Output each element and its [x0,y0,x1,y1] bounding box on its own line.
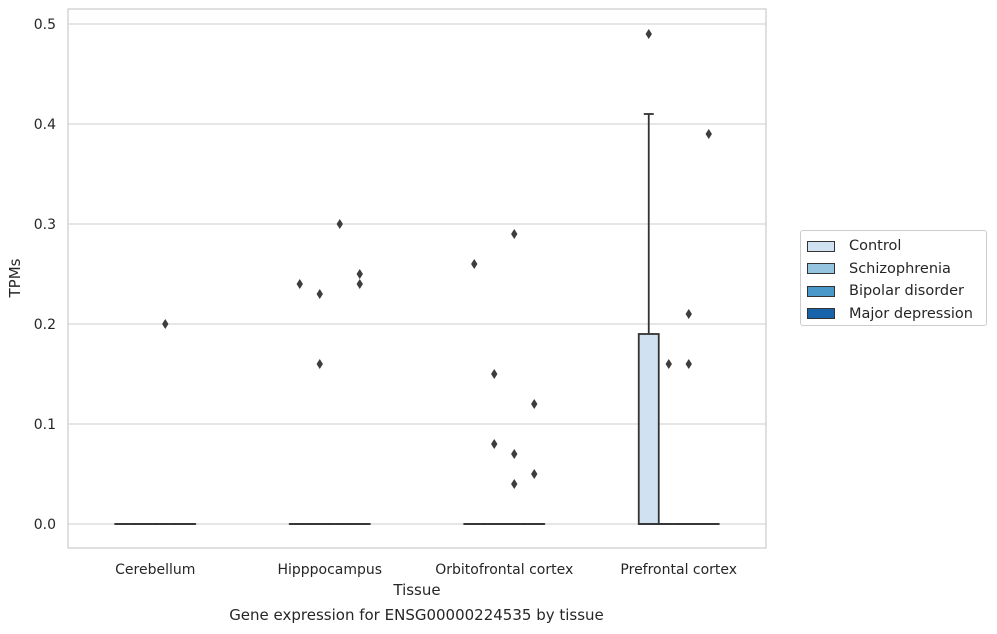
outlier-point [356,269,363,279]
x-axis-title: Tissue [392,581,440,599]
y-axis-title: TPMs [6,258,24,298]
outlier-point [511,449,518,459]
outlier-point [685,309,692,319]
outlier-point [511,479,518,489]
y-tick-label: 0.3 [34,217,56,233]
y-tick-label: 0.0 [34,517,56,533]
outlier-point [296,279,303,289]
outlier-point [491,439,498,449]
y-tick-label: 0.4 [34,117,56,133]
outlier-point [665,359,672,369]
legend-item: Schizophrenia [807,258,986,281]
legend-swatch [807,240,835,252]
outlier-point [531,399,538,409]
x-tick-label: Orbitofrontal cortex [435,562,573,578]
outlier-point [705,129,712,139]
outliers [162,29,712,489]
legend: Control Schizophrenia Bipolar disorder Majo… [800,230,987,326]
box-control [637,333,660,525]
x-tick-label: Hipppocampus [277,562,382,578]
legend-item: Control [807,235,986,258]
outlier-point [471,259,478,269]
x-tick-labels: Cerebellum Hipppocampus Orbitofrontal cort… [115,562,737,578]
y-tick-label: 0.2 [34,317,56,333]
x-tick-label: Prefrontal cortex [620,562,737,578]
outlier-point [645,29,652,39]
outlier-point [316,359,323,369]
legend-item: Major depression [807,303,986,326]
legend-label: Major depression [849,305,973,322]
outlier-point [162,319,169,329]
y-tick-labels: 0.0 0.1 0.2 0.3 0.4 0.5 [34,17,56,533]
outlier-point [511,229,518,239]
outlier-point [531,469,538,479]
legend-item: Bipolar disorder [807,280,986,303]
legend-swatch [807,263,835,275]
legend-swatch [807,285,835,297]
outlier-point [685,359,692,369]
legend-swatch [807,308,835,320]
y-tick-label: 0.1 [34,417,56,433]
outlier-point [356,279,363,289]
legend-label: Control [849,238,902,255]
outlier-point [316,289,323,299]
legend-label: Bipolar disorder [849,283,964,300]
legend-label: Schizophrenia [849,260,951,277]
chart-caption: Gene expression for ENSG00000224535 by t… [229,606,604,624]
outlier-point [491,369,498,379]
outlier-point [336,219,343,229]
boxes [114,113,720,525]
y-tick-label: 0.5 [34,17,56,33]
plot-area-frame [67,8,767,549]
x-tick-label: Cerebellum [115,562,195,578]
